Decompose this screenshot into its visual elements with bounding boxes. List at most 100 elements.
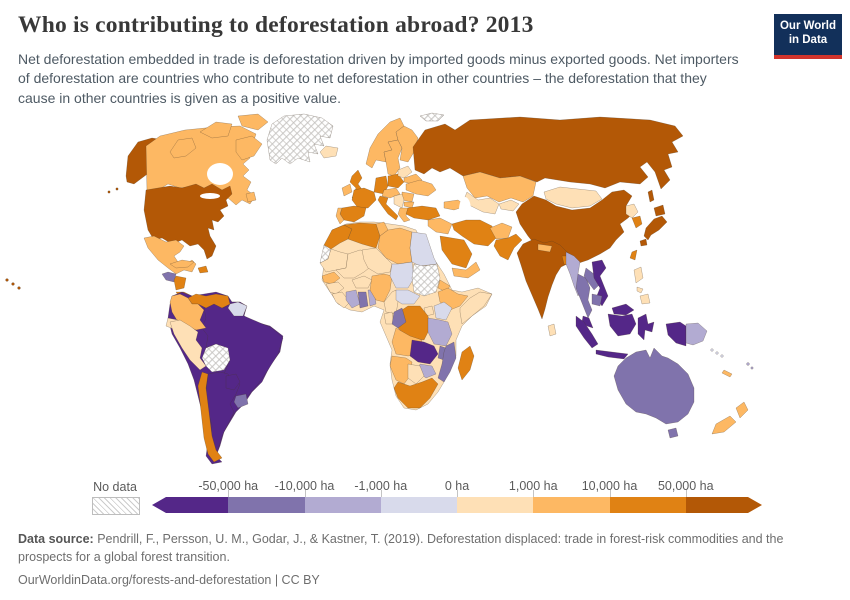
country-saudi-arabia[interactable] <box>439 235 473 269</box>
country-ireland[interactable] <box>341 183 353 197</box>
country-turkey[interactable] <box>405 205 441 221</box>
country-kyrgyzstan-tajikistan[interactable] <box>498 199 520 212</box>
country-sierra-leone-liberia[interactable] <box>331 291 351 309</box>
country-pakistan[interactable] <box>493 233 523 261</box>
country-botswana[interactable] <box>407 363 425 385</box>
country-vietnam[interactable] <box>591 259 609 307</box>
country-dr-congo[interactable] <box>395 305 431 341</box>
country-new-caledonia[interactable] <box>721 369 733 378</box>
citation-link-line[interactable]: OurWorldinData.org/forests-and-deforesta… <box>18 573 320 588</box>
country-france[interactable] <box>351 187 377 209</box>
country-solomon-islands[interactable] <box>710 348 714 352</box>
country-cambodia[interactable] <box>591 293 603 307</box>
country-niger[interactable] <box>361 247 393 275</box>
country-chile[interactable] <box>197 371 223 463</box>
country-canada-arctic-1[interactable] <box>169 137 197 159</box>
country-congo[interactable] <box>391 307 407 329</box>
country-india[interactable] <box>516 238 572 320</box>
country-madagascar[interactable] <box>457 345 475 381</box>
country-canada-arctic-2[interactable] <box>199 121 233 139</box>
country-italy[interactable] <box>377 195 399 221</box>
country-sudan[interactable] <box>411 263 441 297</box>
country-guinea[interactable] <box>325 281 345 295</box>
legend-bin-1[interactable] <box>228 497 305 513</box>
country-ukraine[interactable] <box>405 179 437 197</box>
country-kenya[interactable] <box>433 301 453 321</box>
country-ghana[interactable] <box>357 291 369 309</box>
country-tasmania[interactable] <box>667 427 679 439</box>
country-australia[interactable] <box>613 347 695 425</box>
country-guatemala[interactable] <box>161 271 177 283</box>
country-fiji[interactable] <box>750 366 754 370</box>
country-thailand[interactable] <box>575 273 593 319</box>
country-japan[interactable] <box>639 204 668 247</box>
country-papua-new-guinea[interactable] <box>685 322 708 346</box>
country-peru[interactable] <box>169 319 207 371</box>
country-nepal[interactable] <box>537 243 553 253</box>
legend-bin-2[interactable] <box>304 497 381 513</box>
country-aleutians[interactable] <box>115 187 119 191</box>
country-iceland[interactable] <box>319 145 339 159</box>
country-yemen-oman[interactable] <box>451 261 481 279</box>
country-burkina-faso[interactable] <box>351 275 373 289</box>
country-mongolia[interactable] <box>543 186 603 209</box>
country-paraguay[interactable] <box>225 373 241 391</box>
country-zambia[interactable] <box>409 339 439 365</box>
country-cameroon[interactable] <box>383 289 399 315</box>
country-poland[interactable] <box>387 173 405 189</box>
country-bulgaria[interactable] <box>403 201 415 209</box>
country-chad[interactable] <box>389 261 415 289</box>
country-baltics[interactable] <box>397 165 413 179</box>
country-iran[interactable] <box>451 219 497 247</box>
legend-bin-7[interactable] <box>686 497 762 513</box>
country-solomon-islands[interactable] <box>720 354 724 358</box>
country-hispaniola[interactable] <box>197 265 209 274</box>
country-philippines[interactable] <box>633 266 651 305</box>
country-newfoundland[interactable] <box>245 191 257 203</box>
country-mozambique[interactable] <box>437 341 457 383</box>
country-cote-divoire[interactable] <box>345 289 361 309</box>
country-russia[interactable] <box>412 116 684 190</box>
country-solomon-islands[interactable] <box>715 351 719 355</box>
legend-no-data-swatch[interactable] <box>92 497 140 515</box>
country-new-zealand-north[interactable] <box>735 401 749 419</box>
country-guyanas[interactable] <box>227 301 248 317</box>
country-nigeria[interactable] <box>369 273 393 303</box>
country-egypt[interactable] <box>409 231 438 267</box>
country-namibia[interactable] <box>389 355 413 385</box>
country-new-zealand-south[interactable] <box>711 415 737 435</box>
legend-bin-3[interactable] <box>380 497 457 513</box>
country-senegal[interactable] <box>321 271 341 285</box>
country-hawaii[interactable] <box>11 282 15 286</box>
country-indonesia[interactable] <box>575 313 687 360</box>
country-honduras-nicaragua[interactable] <box>173 275 187 291</box>
country-tanzania[interactable] <box>427 317 453 347</box>
country-south-korea[interactable] <box>631 215 643 229</box>
country-north-korea[interactable] <box>625 203 639 219</box>
country-canada-arctic-3[interactable] <box>237 113 269 131</box>
country-central-african-republic[interactable] <box>395 289 421 305</box>
country-balkans[interactable] <box>393 193 405 209</box>
country-sri-lanka[interactable] <box>547 323 557 337</box>
country-somalia[interactable] <box>459 291 493 325</box>
country-south-africa[interactable] <box>393 377 439 409</box>
owid-logo[interactable]: Our World in Data <box>774 14 842 59</box>
country-sakhalin[interactable] <box>647 189 655 203</box>
country-svalbard[interactable] <box>419 112 445 122</box>
legend-bin-5[interactable] <box>533 497 610 513</box>
country-greenland[interactable] <box>266 113 334 165</box>
country-bolivia[interactable] <box>201 343 231 373</box>
country-afghanistan[interactable] <box>489 222 513 240</box>
country-taiwan[interactable] <box>629 249 638 261</box>
country-portugal[interactable] <box>335 207 345 225</box>
legend-bin-0[interactable] <box>152 497 229 513</box>
country-finland[interactable] <box>395 125 419 163</box>
country-fiji[interactable] <box>746 362 750 366</box>
country-hawaii[interactable] <box>17 286 21 290</box>
country-aleutians[interactable] <box>107 190 111 194</box>
country-hawaii[interactable] <box>5 278 9 282</box>
legend-bin-4[interactable] <box>457 497 534 513</box>
legend-bin-6[interactable] <box>609 497 686 513</box>
country-uruguay[interactable] <box>233 393 249 409</box>
country-syria-iraq[interactable] <box>427 217 453 235</box>
